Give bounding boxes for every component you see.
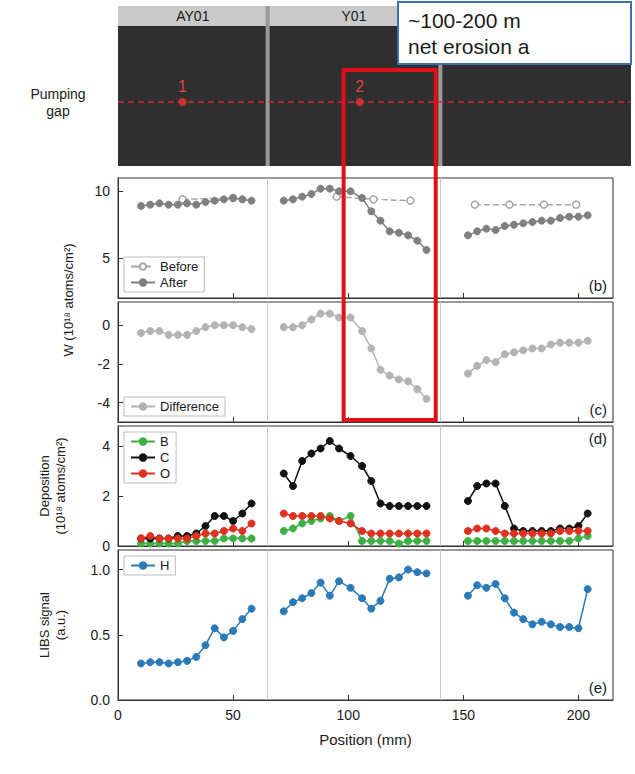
svg-text:(10¹⁸ atoms/cm²): (10¹⁸ atoms/cm²): [53, 437, 68, 534]
svg-text:2: 2: [355, 78, 364, 95]
svg-text:0: 0: [114, 707, 122, 723]
svg-text:-4: -4: [98, 395, 111, 411]
svg-text:(b): (b): [589, 277, 607, 294]
svg-text:0.0: 0.0: [91, 692, 111, 708]
svg-text:1.0: 1.0: [91, 562, 111, 578]
svg-text:Difference: Difference: [160, 399, 219, 414]
svg-text:1: 1: [178, 78, 187, 95]
svg-text:Pumping: Pumping: [30, 86, 85, 102]
svg-text:LIBS signal: LIBS signal: [37, 592, 52, 658]
svg-text:Position (mm): Position (mm): [319, 731, 412, 748]
svg-text:0.5: 0.5: [91, 627, 111, 643]
svg-text:C: C: [160, 450, 169, 465]
svg-text:200: 200: [567, 707, 591, 723]
svg-text:5: 5: [102, 250, 110, 266]
svg-text:50: 50: [225, 707, 241, 723]
svg-text:Before: Before: [160, 259, 198, 274]
svg-text:(d): (d): [589, 430, 607, 447]
svg-text:Y01: Y01: [342, 8, 367, 24]
svg-text:100: 100: [337, 707, 361, 723]
svg-text:(a.u.): (a.u.): [53, 610, 68, 640]
svg-text:-2: -2: [98, 356, 111, 372]
svg-text:After: After: [160, 275, 188, 290]
svg-text:(c): (c): [590, 401, 608, 418]
svg-text:~100-200 m: ~100-200 m: [408, 9, 521, 32]
svg-text:(e): (e): [589, 679, 607, 696]
svg-text:150: 150: [452, 707, 476, 723]
svg-text:0: 0: [102, 317, 110, 333]
svg-text:0: 0: [102, 538, 110, 554]
svg-text:10: 10: [94, 183, 110, 199]
svg-text:W (10¹⁸ atoms/cm²): W (10¹⁸ atoms/cm²): [61, 243, 76, 356]
svg-text:4: 4: [102, 438, 110, 454]
svg-text:2: 2: [102, 488, 110, 504]
svg-text:Deposition: Deposition: [37, 455, 52, 516]
svg-text:O: O: [160, 466, 170, 481]
svg-text:gap: gap: [46, 103, 70, 119]
svg-text:net erosion a: net erosion a: [408, 35, 530, 58]
svg-text:H: H: [160, 558, 169, 573]
svg-text:AY01: AY01: [176, 8, 209, 24]
svg-text:B: B: [160, 434, 169, 449]
